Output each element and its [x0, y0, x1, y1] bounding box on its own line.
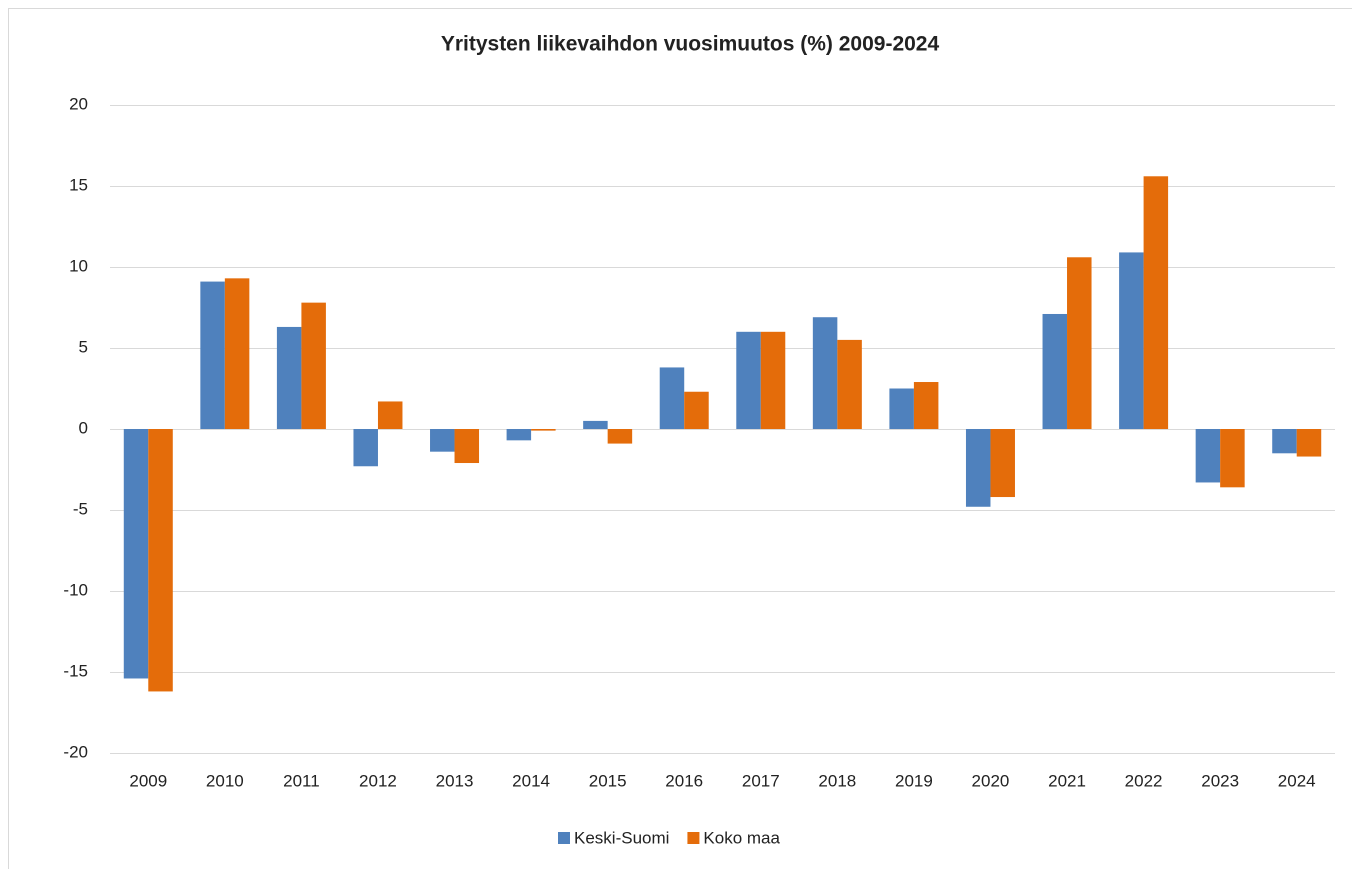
bar: [123, 429, 149, 679]
y-tick-label: -10: [63, 580, 88, 599]
chart-border: [8, 8, 1352, 869]
bar: [659, 367, 685, 429]
y-tick-label: 15: [69, 175, 88, 194]
bar: [200, 281, 225, 429]
x-tick-label: 2009: [129, 771, 167, 790]
bar: [684, 391, 709, 429]
x-tick-label: 2016: [665, 771, 703, 790]
x-tick-label: 2020: [972, 771, 1010, 790]
y-tick-label: 5: [79, 337, 88, 356]
bar: [990, 429, 1015, 498]
bar: [1042, 313, 1068, 429]
legend-label: Keski-Suomi: [574, 828, 669, 847]
y-tick-label: -15: [63, 661, 88, 680]
x-tick-label: 2015: [589, 771, 627, 790]
bar: [1119, 252, 1144, 429]
bar: [1296, 429, 1322, 457]
bar: [224, 278, 250, 429]
x-tick-label: 2018: [818, 771, 856, 790]
y-tick-label: -20: [63, 742, 88, 761]
bar: [454, 429, 480, 464]
bar: [377, 401, 403, 429]
bar: [1220, 429, 1245, 488]
y-tick-label: -5: [73, 499, 88, 518]
bar: [430, 429, 455, 452]
bar: [913, 382, 939, 429]
bar: [506, 429, 532, 441]
x-tick-label: 2023: [1201, 771, 1239, 790]
x-tick-label: 2024: [1278, 771, 1316, 790]
bar: [837, 339, 862, 429]
x-tick-label: 2022: [1125, 771, 1163, 790]
bar: [353, 429, 378, 467]
y-tick-label: 20: [69, 94, 88, 113]
x-tick-label: 2011: [283, 771, 320, 790]
x-tick-label: 2014: [512, 771, 550, 790]
bar: [531, 429, 556, 431]
bar: [276, 326, 302, 429]
bar: [301, 302, 326, 429]
x-tick-label: 2019: [895, 771, 933, 790]
bar: [1143, 176, 1169, 429]
bar: [1272, 429, 1297, 454]
y-tick-label: 0: [79, 418, 88, 437]
legend-label: Koko maa: [703, 828, 780, 847]
bar: [812, 317, 838, 429]
bar: [607, 429, 633, 444]
bar: [889, 388, 914, 429]
legend-swatch: [558, 832, 570, 844]
x-tick-label: 2012: [359, 771, 397, 790]
chart-title: Yritysten liikevaihdon vuosimuutos (%) 2…: [441, 33, 940, 56]
x-tick-label: 2017: [742, 771, 780, 790]
bar: [760, 331, 786, 429]
legend-swatch: [687, 832, 700, 844]
bar: [965, 429, 991, 507]
x-tick-label: 2010: [206, 771, 244, 790]
x-tick-label: 2013: [436, 771, 474, 790]
x-tick-label: 2021: [1048, 771, 1086, 790]
y-tick-label: 10: [69, 256, 88, 275]
bar: [583, 420, 608, 429]
bar: [1067, 257, 1092, 429]
bar: [148, 429, 173, 692]
bar: [1195, 429, 1221, 483]
bar: [736, 331, 761, 429]
